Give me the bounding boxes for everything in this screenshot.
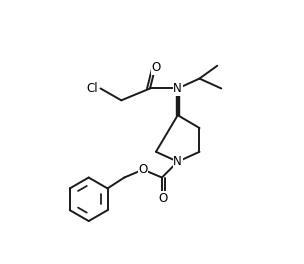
Text: O: O xyxy=(138,163,148,176)
Text: Cl: Cl xyxy=(87,82,98,95)
Text: O: O xyxy=(151,61,161,74)
Text: N: N xyxy=(173,82,182,95)
Text: O: O xyxy=(158,192,168,205)
Text: N: N xyxy=(173,155,182,168)
